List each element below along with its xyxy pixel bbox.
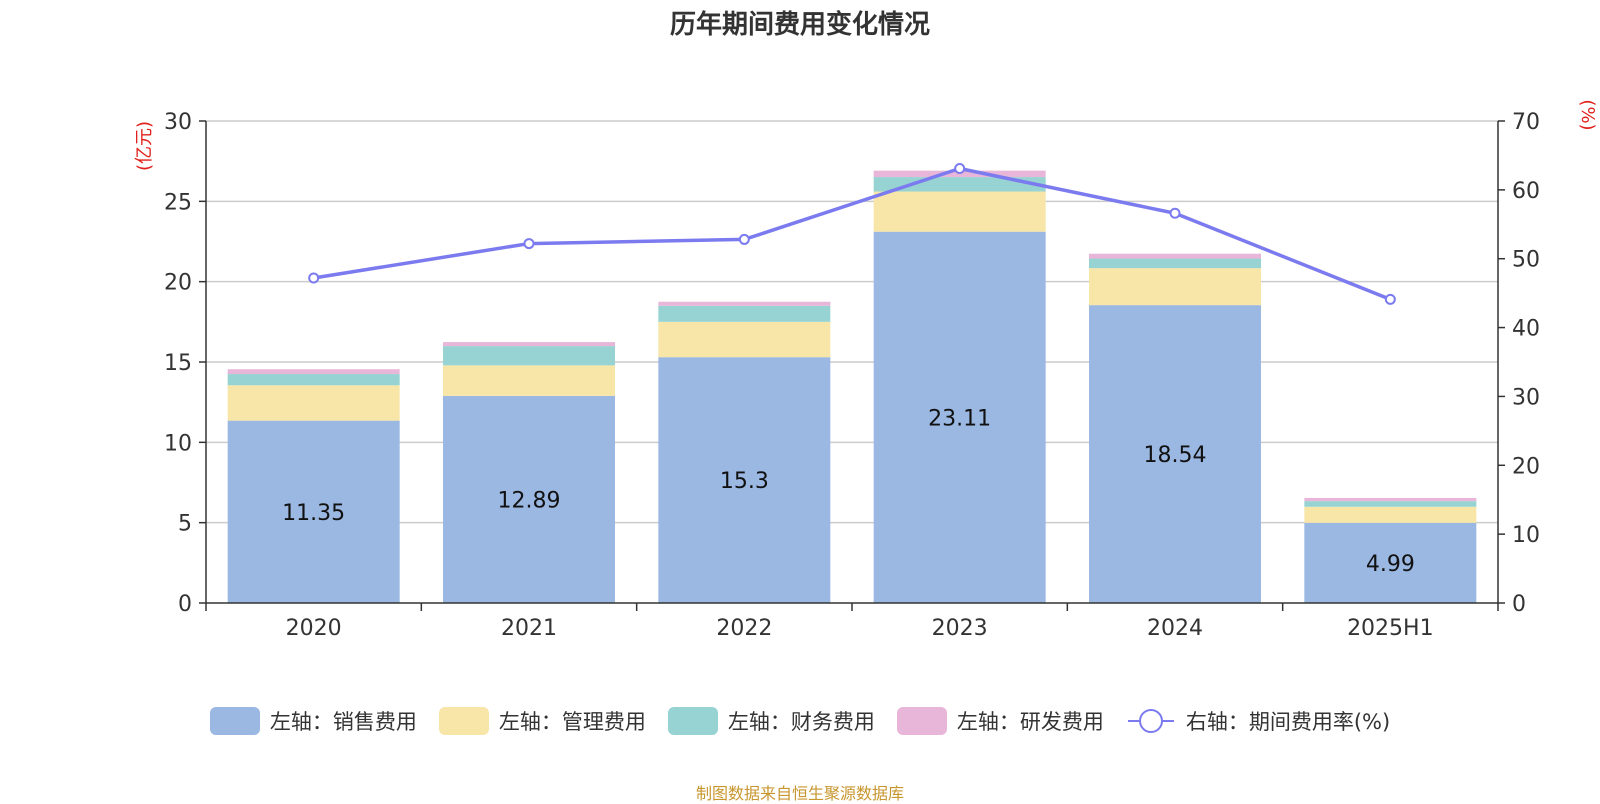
bar-segment <box>658 301 831 306</box>
bar-segment <box>227 369 400 375</box>
bar-data-label: 15.3 <box>720 469 769 494</box>
bar-segment <box>443 342 615 347</box>
bar-segment <box>227 385 400 421</box>
x-axis-tick-label: 2023 <box>932 616 988 641</box>
right-axis-tick-label: 20 <box>1512 454 1540 479</box>
bar-segment <box>443 365 615 396</box>
source-note: 制图数据来自恒生聚源数据库 <box>695 784 904 803</box>
chart-title: 历年期间费用变化情况 <box>669 10 930 40</box>
bar-data-label: 11.35 <box>282 501 345 526</box>
x-axis-tick-label: 2025H1 <box>1347 616 1434 641</box>
bar-segment <box>1304 501 1477 507</box>
rate-line <box>313 166 1391 301</box>
x-axis-tick-label: 2020 <box>286 616 342 641</box>
left-axis-tick-label: 5 <box>178 512 192 537</box>
bar-segment <box>1304 497 1477 502</box>
legend-swatch <box>896 707 947 735</box>
legend-item: 左轴：销售费用 <box>209 706 417 736</box>
legend-swatch <box>209 707 260 735</box>
right-axis-tick-label: 30 <box>1512 385 1540 410</box>
legend-swatch <box>438 707 489 735</box>
bar-segment <box>658 357 831 603</box>
rate-point <box>523 238 535 250</box>
x-axis-tick-label: 2024 <box>1147 616 1203 641</box>
right-axis-tick-label: 70 <box>1512 110 1540 135</box>
bar-segment <box>1089 305 1261 603</box>
rate-point <box>1384 293 1396 305</box>
x-axis-tick-label: 2022 <box>716 616 772 641</box>
bar-segment <box>873 231 1046 603</box>
left-axis-tick-label: 25 <box>164 190 192 215</box>
rate-point <box>1169 207 1181 219</box>
legend-label: 右轴：期间费用率(%) <box>1185 710 1391 734</box>
bar-segment <box>1089 268 1261 306</box>
x-axis-tick-label: 2021 <box>501 616 557 641</box>
legend-swatch <box>667 707 718 735</box>
legend-circle-mark <box>1138 709 1163 733</box>
left-axis-tick-label: 15 <box>164 351 192 376</box>
bar-segment <box>1089 253 1261 259</box>
bar-data-label: 4.99 <box>1366 552 1415 577</box>
right-axis-tick-label: 0 <box>1512 592 1526 617</box>
bar-data-label: 18.54 <box>1144 443 1207 468</box>
bar-segment <box>227 420 400 603</box>
bar-segment <box>873 177 1046 192</box>
chart-canvas: 0 5 10 15 20 25 30 0 10 20 30 40 50 60 70 (亿元) (%) 11.35 1… <box>134 99 1598 641</box>
bar-segment <box>873 191 1046 232</box>
left-axis-tick-label: 10 <box>164 431 192 456</box>
left-axis-tick-label: 0 <box>178 592 192 617</box>
rate-point <box>738 233 750 245</box>
right-axis-label: (%) <box>1577 99 1598 130</box>
rate-point <box>954 163 966 175</box>
rate-point <box>308 272 320 284</box>
bar-data-label: 23.11 <box>928 406 991 431</box>
bar-data-label: 12.89 <box>498 488 561 513</box>
right-axis-tick-label: 10 <box>1512 523 1540 548</box>
legend-item: 左轴：研发费用 <box>896 706 1104 736</box>
bar-segment <box>227 374 400 386</box>
legend-item: 左轴：财务费用 <box>667 706 875 736</box>
left-axis-tick-label: 20 <box>164 271 192 296</box>
left-axis-tick-label: 30 <box>164 110 192 135</box>
bar-segment <box>658 321 831 358</box>
right-axis-tick-label: 60 <box>1512 179 1540 204</box>
bar-segment <box>658 305 831 322</box>
legend-label: 左轴：销售费用 <box>269 710 417 734</box>
legend-label: 左轴：研发费用 <box>956 710 1104 734</box>
legend-item: 右轴：期间费用率(%) <box>1126 706 1390 736</box>
bar-segment <box>1089 258 1261 269</box>
legend-label: 左轴：财务费用 <box>727 710 875 734</box>
legend: 左轴：销售费用 左轴：管理费用 左轴：财务费用 左轴：研发费用 右轴：期间费用率(%) <box>0 706 1600 736</box>
legend-line-swatch <box>1127 709 1174 733</box>
legend-label: 左轴：管理费用 <box>498 710 646 734</box>
bar-segment <box>443 346 615 366</box>
left-axis-label: (亿元) <box>134 121 155 171</box>
bar-segment <box>443 395 615 603</box>
bar-segment <box>1304 522 1477 603</box>
right-axis-tick-label: 50 <box>1512 248 1540 273</box>
right-axis-tick-label: 40 <box>1512 317 1540 342</box>
bar-segment <box>1304 506 1477 523</box>
legend-item: 左轴：管理费用 <box>438 706 646 736</box>
